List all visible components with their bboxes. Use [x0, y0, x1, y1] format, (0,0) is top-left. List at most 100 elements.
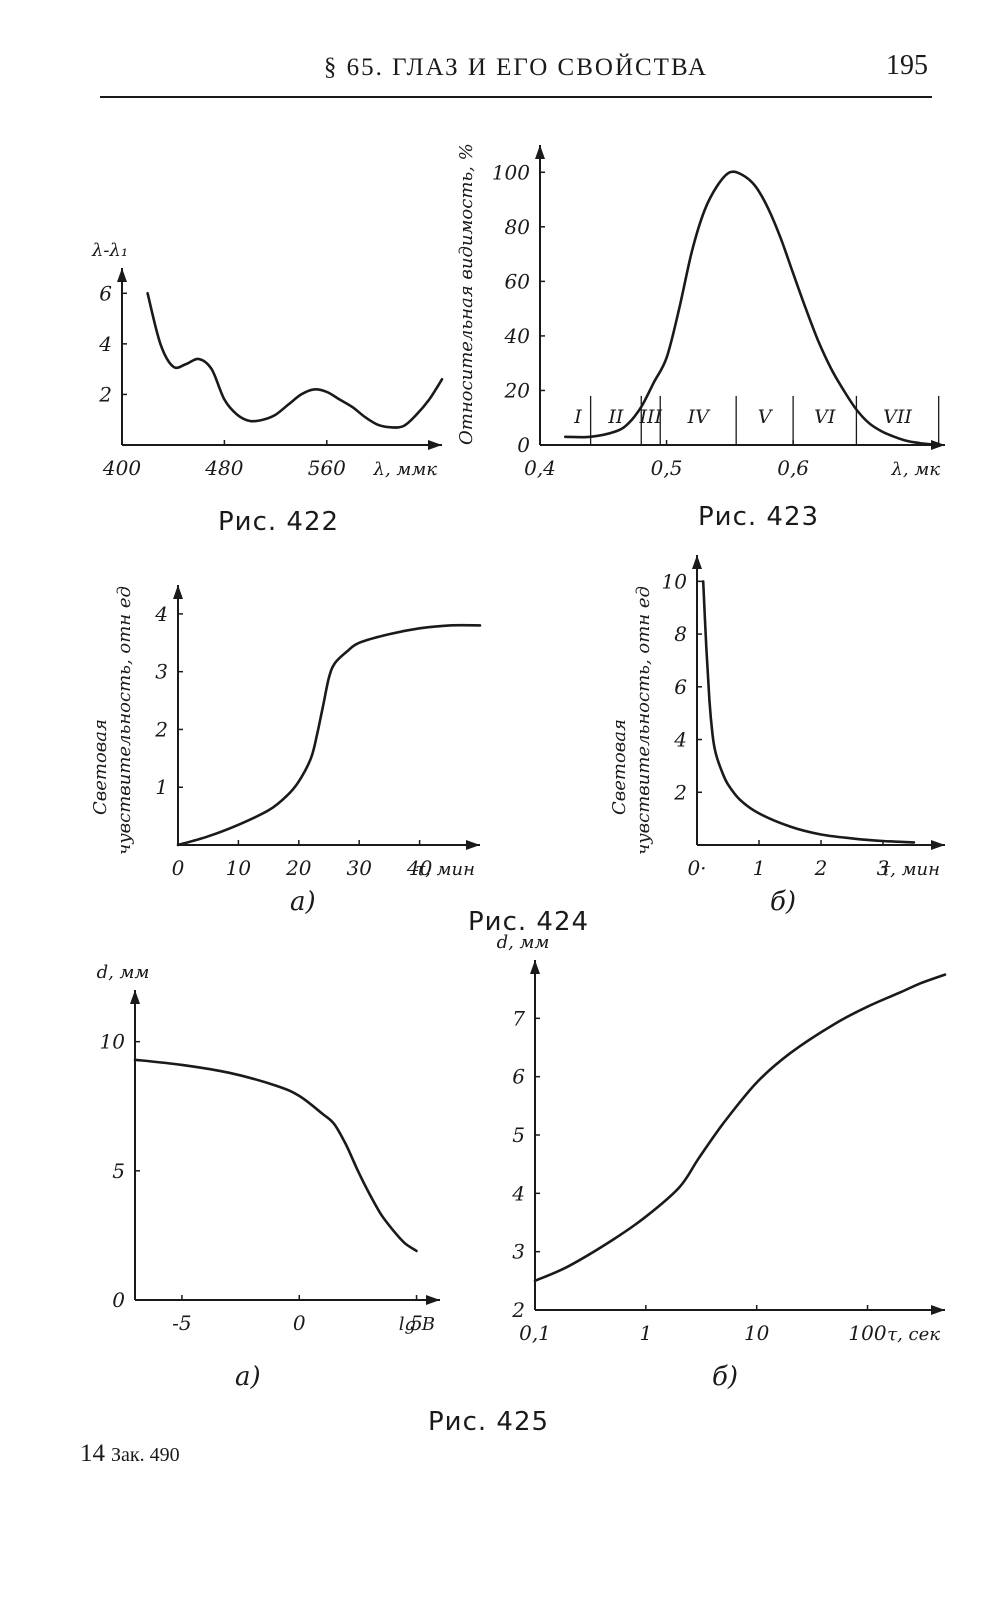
- y-tick-label: 0: [517, 433, 530, 457]
- caption-fig-425: Рис. 425: [428, 1407, 549, 1437]
- y-tick-label: 6: [99, 281, 112, 305]
- axes-fig425a: -5 0 5 0 5 10 lg B d, мм: [97, 962, 440, 1335]
- y-tick-label: 5: [112, 1159, 125, 1183]
- y-tick-label: 5: [512, 1123, 525, 1147]
- figure-423: Рис. 423 0,4 0,5 0,6 0 20 40 60 80 100 λ, мк Относ…: [456, 143, 945, 532]
- y-axis-label-line: чувствительность, отн ед: [633, 586, 654, 855]
- region-label: VII: [883, 406, 912, 428]
- x-tick-label: 1: [639, 1321, 652, 1345]
- y-tick-label: 2: [154, 717, 168, 741]
- footer-sheet-number: 14: [80, 1440, 105, 1467]
- y-tick-label: 4: [154, 602, 168, 626]
- curve-fig425a: [133, 1058, 418, 1253]
- figure-424a: 0 10 20 30 40 1 2 3 4 τ, мин Световая чувствительно…: [90, 585, 482, 880]
- y-tick-label: 80: [505, 215, 531, 239]
- x-tick-label: 0,1: [519, 1321, 551, 1345]
- curve-fig424a: [176, 623, 482, 847]
- y-arrow-fig423: [535, 145, 545, 159]
- x-tick-label: 400: [102, 456, 141, 480]
- caption-fig-423: Рис. 423: [698, 502, 819, 532]
- x-tick-label: 560: [308, 456, 346, 480]
- running-header: § 65. ГЛАЗ И ЕГО СВОЙСТВА 195: [100, 46, 932, 98]
- y-axis-label: Световая чувствительность, отн ед: [609, 586, 654, 855]
- x-tick-label: 0,5: [651, 456, 683, 480]
- x-axis-label: lg B: [399, 1314, 435, 1335]
- y-arrow-fig425a: [130, 990, 140, 1004]
- x-tick-label: -5: [172, 1311, 191, 1335]
- figure-425: -5 0 5 0 5 10 lg B d, мм 0,1 1 10 100 2 3 4 5 6 7 τ, сек d…: [97, 932, 947, 1437]
- axes-fig422: 400 480 560 2 4 6 λ, ммк λ-λ₁: [91, 240, 442, 480]
- curve-fig424b: [701, 580, 916, 844]
- y-tick-label: 6: [512, 1065, 525, 1089]
- x-tick-label: 2: [814, 856, 828, 880]
- section-title: § 65. ГЛАЗ И ЕГО СВОЙСТВА: [323, 54, 709, 81]
- x-tick-label: 0,6: [777, 456, 809, 480]
- x-tick-label: 0,4: [524, 456, 556, 480]
- y-tick-label: 2: [673, 780, 687, 804]
- x-axis-label: τ, мин: [880, 859, 940, 880]
- y-tick-label: 60: [505, 269, 531, 293]
- caption-fig-422: Рис. 422: [218, 507, 339, 537]
- y-axis-label-line: Световая: [90, 719, 111, 815]
- y-tick-label: 7: [512, 1006, 525, 1030]
- axes-fig424b: 0· 1 2 3 2 4 6 8 10 τ, мин Световая чувствительност…: [609, 555, 945, 880]
- x-arrow-fig424a: [466, 840, 480, 850]
- y-tick-label: 8: [674, 622, 687, 646]
- axes-fig423: 0,4 0,5 0,6 0 20 40 60 80 100 λ, мк Относительная …: [456, 143, 945, 480]
- y-arrow-fig425b: [530, 960, 540, 974]
- x-arrow-fig422: [428, 440, 442, 450]
- x-tick-label: 480: [204, 456, 243, 480]
- x-arrow-fig425a: [426, 1295, 440, 1305]
- footer-order: Зак. 490: [111, 1444, 180, 1466]
- y-tick-label: 1: [155, 775, 168, 799]
- x-tick-label: 100: [848, 1321, 886, 1345]
- figure-424b: 0· 1 2 3 2 4 6 8 10 τ, мин Световая чувствительност…: [609, 555, 945, 880]
- figure-425b: 0,1 1 10 100 2 3 4 5 6 7 τ, сек d, мм: [497, 932, 947, 1345]
- page-footer: 14 Зак. 490: [80, 1440, 180, 1468]
- curve-fig422: [146, 292, 444, 429]
- y-arrow-fig424b: [692, 555, 702, 569]
- y-tick-label: 3: [512, 1240, 525, 1264]
- x-tick-label: 10: [744, 1321, 770, 1345]
- x-tick-label: 40: [406, 856, 433, 880]
- x-tick-label: 20: [285, 856, 312, 880]
- y-tick-label: 2: [511, 1298, 525, 1322]
- x-axis-label: τ, мин: [415, 859, 475, 880]
- region-label: VI: [814, 406, 836, 428]
- x-tick-label: 30: [346, 856, 372, 880]
- x-tick-label: 10: [226, 856, 252, 880]
- y-axis-label-line: чувствительность, отн ед: [114, 586, 135, 855]
- x-tick-label: 3: [877, 856, 890, 880]
- x-arrow-fig423: [931, 440, 945, 450]
- y-tick-label: 10: [100, 1030, 126, 1054]
- y-axis-label: Световая чувствительность, отн ед: [90, 586, 135, 855]
- region-label: IV: [687, 406, 712, 428]
- page-number: 195: [886, 50, 928, 81]
- x-tick-label: 5: [410, 1311, 423, 1335]
- y-axis-label-line: Световая: [609, 719, 630, 815]
- x-arrow-fig425b: [931, 1305, 945, 1315]
- region-label: I: [573, 406, 582, 428]
- y-tick-label: 6: [674, 675, 687, 699]
- x-tick-label: 0: [293, 1311, 306, 1335]
- y-axis-label: d, мм: [97, 962, 150, 983]
- curve-fig423: [564, 170, 934, 446]
- header-rule: [100, 96, 932, 98]
- y-tick-label: 4: [673, 728, 687, 752]
- x-tick-label: 0·: [687, 856, 706, 880]
- x-axis-label: τ, сек: [887, 1324, 940, 1345]
- axes-fig424a: 0 10 20 30 40 1 2 3 4 τ, мин Световая чувствительно…: [90, 585, 480, 880]
- y-axis-label: Относительная видимость, %: [456, 143, 477, 445]
- y-tick-label: 3: [155, 660, 168, 684]
- y-arrow-fig422: [117, 268, 127, 282]
- y-tick-label: 4: [98, 332, 112, 356]
- y-tick-label: 2: [98, 382, 112, 406]
- y-tick-label: 0: [112, 1288, 125, 1312]
- x-tick-label: 1: [753, 856, 766, 880]
- region-label: III: [638, 406, 662, 428]
- x-tick-label: 0: [172, 856, 185, 880]
- y-tick-label: 100: [492, 160, 530, 184]
- figure-422: Рис. 422 400 480 560 2 4 6 λ, ммк λ-λ₁: [91, 240, 444, 537]
